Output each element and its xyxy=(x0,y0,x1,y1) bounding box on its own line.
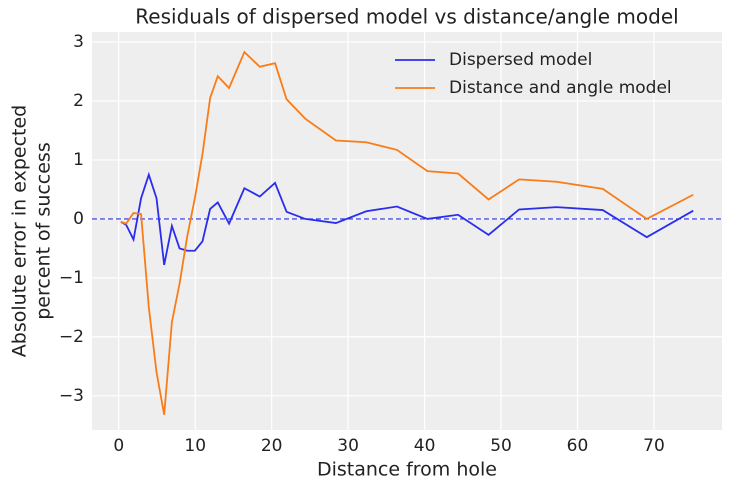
x-tick-label: 60 xyxy=(567,436,589,456)
x-tick-label: 0 xyxy=(113,436,124,456)
series-line xyxy=(120,50,694,415)
legend-label: Distance and angle model xyxy=(449,78,672,98)
plot-area xyxy=(92,32,722,430)
x-tick-label: 20 xyxy=(261,436,283,456)
y-tick-label: −3 xyxy=(59,386,84,406)
y-axis-label: percent of success xyxy=(33,142,55,320)
x-tick-label: 30 xyxy=(337,436,359,456)
y-tick-label: 3 xyxy=(73,32,84,52)
x-tick-label: 70 xyxy=(643,436,665,456)
y-axis-label: Absolute error in expected xyxy=(9,105,31,357)
y-tick-label: −1 xyxy=(59,268,84,288)
x-axis-label: Distance from hole xyxy=(317,459,497,481)
x-tick-label: 40 xyxy=(414,436,436,456)
chart-title: Residuals of dispersed model vs distance… xyxy=(135,5,678,29)
y-tick-label: 2 xyxy=(73,91,84,111)
series-line xyxy=(120,171,694,266)
y-tick-label: 0 xyxy=(73,209,84,229)
x-tick-label: 50 xyxy=(490,436,512,456)
y-tick-label: −2 xyxy=(59,327,84,347)
legend-label: Dispersed model xyxy=(449,50,592,70)
y-tick-label: 1 xyxy=(73,150,84,170)
x-tick-label: 10 xyxy=(184,436,206,456)
